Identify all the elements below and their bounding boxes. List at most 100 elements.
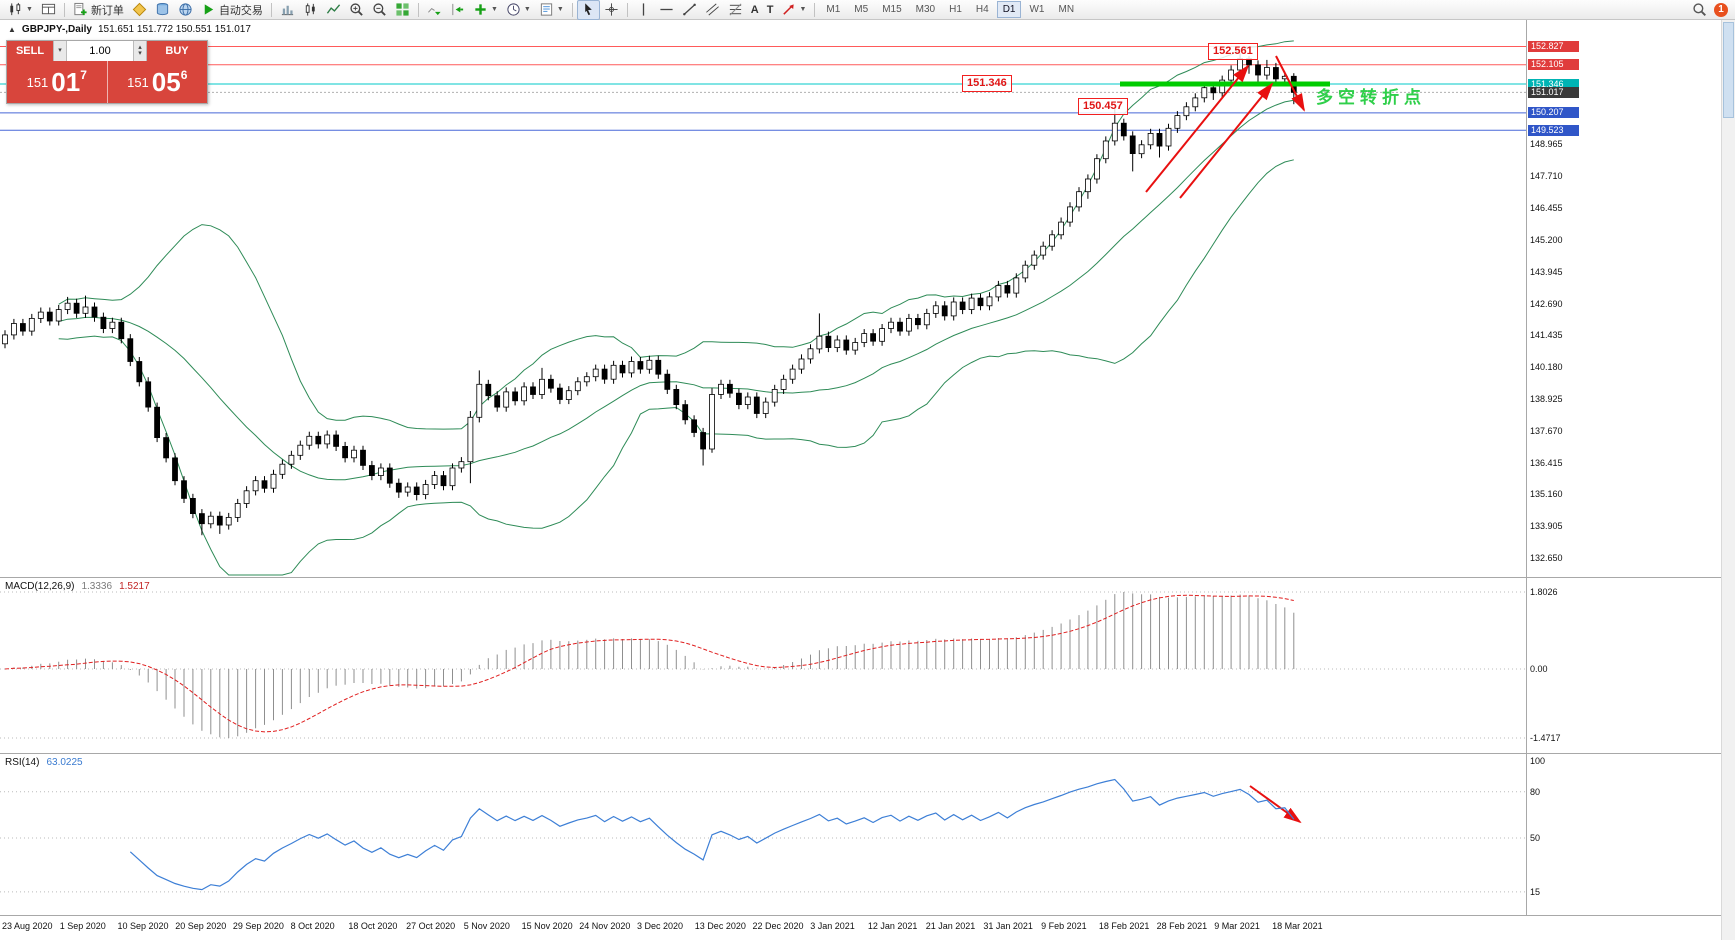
price-tick-label: 135.160	[1530, 489, 1563, 500]
price-annotation-box[interactable]: 151.346	[962, 75, 1012, 92]
price-tick-label: 136.415	[1530, 457, 1563, 468]
price-tick-label: 141.435	[1530, 330, 1563, 341]
toolbar-separator	[63, 2, 65, 17]
volume-stepper[interactable]: ▴ ▾	[133, 41, 147, 61]
timeframe-button-h1[interactable]: H1	[949, 4, 962, 15]
timeframe-button-m5[interactable]: M5	[854, 4, 869, 15]
zoom-in-button[interactable]	[345, 0, 368, 20]
price-annotation-box[interactable]: 152.561	[1208, 43, 1258, 60]
cursor-icon	[581, 2, 596, 17]
toolbar-separator	[270, 2, 272, 17]
rsi-scale-label: 15	[1530, 886, 1541, 897]
timeframe-button-m15[interactable]: M15	[882, 4, 902, 15]
channel-button[interactable]	[701, 0, 724, 20]
tile-windows-button[interactable]	[391, 0, 414, 20]
order-type-dropdown[interactable]: ▾	[53, 41, 67, 61]
toolbar-separator	[417, 2, 419, 17]
ask-integer: 151	[127, 74, 149, 90]
macd-scale-label: 1.8026	[1530, 587, 1558, 597]
date-tick-label: 23 Aug 2020	[2, 921, 53, 931]
search-button[interactable]	[1688, 0, 1711, 20]
fibonacci-button[interactable]	[724, 0, 747, 20]
history-center-button[interactable]	[151, 0, 174, 20]
cursor-button[interactable]	[576, 0, 600, 20]
indicators-button[interactable]: ▼	[469, 0, 502, 20]
trendline-button[interactable]	[678, 0, 701, 20]
zoom-out-button[interactable]	[368, 0, 391, 20]
crosshair-icon	[604, 2, 619, 17]
candlestick-style-button[interactable]	[299, 0, 322, 20]
volume-input[interactable]: 1.00	[67, 41, 133, 61]
rsi-value: 63.0225	[46, 757, 83, 768]
date-tick-label: 8 Oct 2020	[290, 921, 335, 931]
text-button[interactable]: A	[747, 0, 763, 20]
auto-scroll-button[interactable]	[423, 0, 446, 20]
date-tick-label: 9 Feb 2021	[1041, 921, 1087, 931]
new-chart-button[interactable]: ▼	[4, 0, 37, 20]
bid-point: 7	[80, 68, 87, 82]
periods-button[interactable]: ▼	[502, 0, 535, 20]
ohlc-readout: 151.651 151.772 150.551 151.017	[97, 24, 251, 35]
price-level-label: 150.207	[1528, 107, 1579, 119]
price-annotation-box[interactable]: 150.457	[1078, 98, 1128, 115]
chart-symbol-header: ▲ GBPJPY-,Daily 151.651 151.772 150.551 …	[8, 24, 251, 35]
template-icon	[539, 2, 554, 17]
zoom-out-icon	[372, 2, 387, 17]
sell-button[interactable]: SELL	[7, 41, 53, 61]
timeframe-button-m1[interactable]: M1	[826, 4, 841, 15]
new-order-icon	[73, 2, 88, 17]
buy-price-button[interactable]: 151 05 6	[106, 61, 208, 103]
autotrading-button[interactable]: 自动交易	[197, 0, 267, 20]
chevron-up-icon: ▴	[138, 44, 142, 51]
timeframe-button-mn[interactable]: MN	[1058, 4, 1075, 15]
chart-shift-button[interactable]	[446, 0, 469, 20]
trendline-icon	[682, 2, 697, 17]
profiles-button[interactable]	[37, 0, 60, 20]
rsi-label: RSI(14)	[5, 757, 40, 768]
date-tick-label: 24 Nov 2020	[579, 921, 631, 931]
metaeditor-button[interactable]	[128, 0, 151, 20]
rsi-panel	[0, 778, 1526, 893]
arrows-button[interactable]: ▼	[777, 0, 810, 20]
price-tick-label: 145.200	[1530, 234, 1563, 245]
text-label-button-glyph: T	[766, 3, 774, 16]
toolbar-separator	[626, 2, 628, 17]
vertical-line-button[interactable]	[632, 0, 655, 20]
crosshair-button[interactable]	[600, 0, 623, 20]
toolbar-separator	[571, 2, 573, 17]
date-tick-label: 29 Sep 2020	[232, 921, 284, 931]
scrollbar[interactable]	[1721, 20, 1735, 940]
vertical-line-icon	[636, 2, 651, 17]
market-watch-button[interactable]	[174, 0, 197, 20]
timeframe-button-m30[interactable]: M30	[915, 4, 936, 15]
date-tick-label: 12 Jan 2021	[867, 921, 918, 931]
notifications-badge[interactable]: 1	[1714, 2, 1728, 17]
macd-scale-label: -1.4717	[1530, 733, 1561, 743]
scrollbar-thumb[interactable]	[1723, 22, 1734, 118]
text-button-glyph: A	[750, 3, 759, 16]
new-order-button[interactable]: 新订单	[69, 0, 128, 20]
bar-chart-icon	[280, 2, 295, 17]
price-tick-label: 137.670	[1530, 425, 1563, 436]
bar-chart-style-button[interactable]	[276, 0, 299, 20]
date-tick-label: 21 Jan 2021	[925, 921, 976, 931]
chevron-down-icon: ▼	[26, 6, 33, 13]
timeframe-button-d1[interactable]: D1	[996, 1, 1022, 18]
line-chart-style-button[interactable]	[322, 0, 345, 20]
autotrading-button-label: 自动交易	[218, 4, 263, 17]
timeframe-button-h4[interactable]: H4	[975, 4, 989, 15]
horizontal-line-button[interactable]	[655, 0, 678, 20]
price-tick-label: 146.455	[1530, 203, 1563, 213]
turning-point-label[interactable]: 多空转折点	[1316, 88, 1426, 107]
one-click-collapse-icon[interactable]: ▲	[8, 25, 16, 34]
buy-button[interactable]: BUY	[147, 41, 207, 61]
text-label-button[interactable]: T	[763, 0, 778, 20]
templates-button[interactable]: ▼	[535, 0, 568, 20]
date-tick-label: 3 Jan 2021	[810, 921, 855, 931]
toolbar: ▼ 新订单 自动交易 ▼ ▼ ▼ A T ▼ M1 M5 M15 M30 H1 H4 D1 W1 MN 1	[0, 0, 1735, 20]
line-chart-icon	[326, 2, 341, 17]
timeframe-button-w1[interactable]: W1	[1029, 4, 1045, 15]
sell-price-button[interactable]: 151 01 7	[7, 61, 107, 103]
